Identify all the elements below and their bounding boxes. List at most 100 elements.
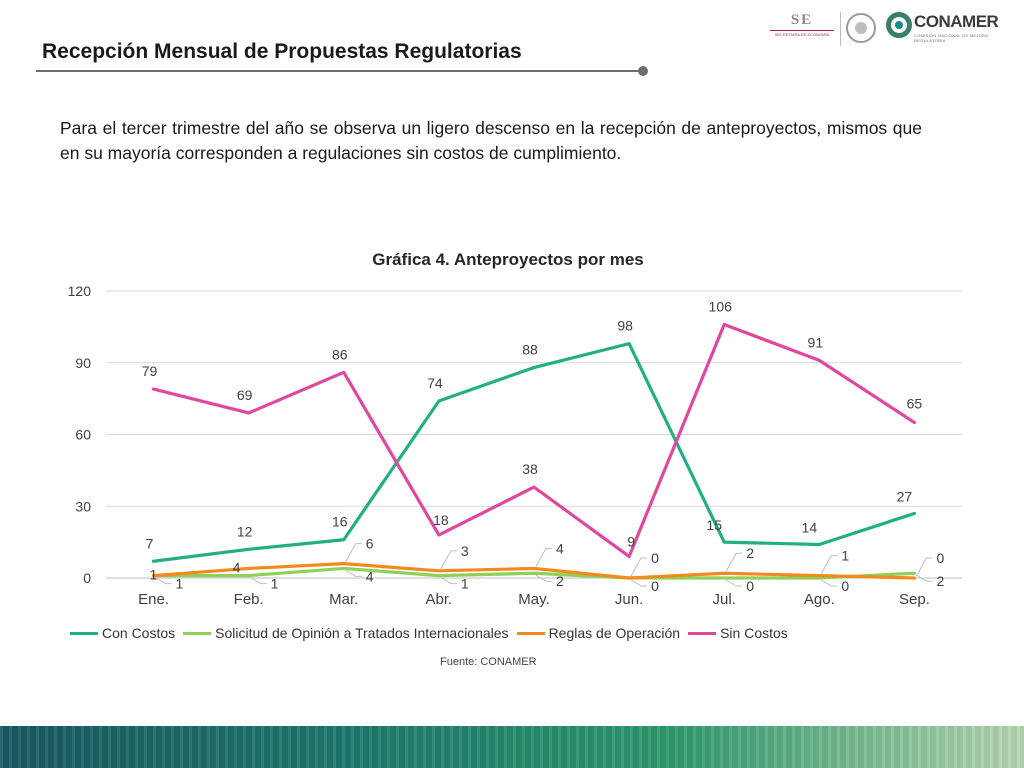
data-label: 2	[936, 573, 944, 589]
x-tick-label: Ene.	[138, 591, 169, 608]
leader-line	[725, 579, 743, 587]
data-label: 88	[522, 342, 538, 358]
chart-source: Fuente: CONAMER	[440, 656, 537, 668]
page-title: Recepción Mensual de Propuestas Regulato…	[42, 40, 522, 63]
data-label: 0	[651, 578, 659, 594]
data-label: 1	[150, 567, 158, 583]
data-label: 1	[841, 548, 849, 564]
conamer-logo-icon	[886, 12, 912, 38]
data-label: 1	[271, 576, 279, 592]
data-label: 98	[617, 318, 633, 334]
leader-line	[440, 577, 457, 585]
conamer-logo-text: CONAMER	[914, 12, 999, 31]
x-tick-label: Sep.	[899, 591, 930, 608]
data-label: 0	[746, 578, 754, 594]
data-label: 4	[556, 540, 564, 556]
data-label: 106	[709, 298, 733, 314]
chart-legend: Con Costos Solicitud de Opinión a Tratado…	[70, 624, 796, 642]
data-label: 4	[366, 568, 374, 584]
title-underline	[36, 70, 642, 72]
leader-line	[345, 570, 362, 577]
legend-swatch	[516, 631, 545, 635]
data-label: 0	[651, 550, 659, 566]
data-label: 16	[332, 514, 348, 530]
data-label: 18	[433, 512, 449, 528]
title-underline-dot	[638, 66, 648, 76]
data-label: 1	[461, 576, 469, 592]
data-label: 74	[427, 375, 443, 391]
series-line-3	[151, 322, 917, 559]
data-label: 3	[461, 543, 469, 559]
data-label: 91	[808, 334, 824, 350]
legend-label: Solicitud de Opinión a Tratados Internac…	[215, 625, 509, 641]
data-label: 1	[176, 576, 184, 592]
leader-line	[821, 579, 838, 587]
summary-paragraph: Para el tercer trimestre del año se obse…	[60, 118, 922, 163]
data-label: 27	[897, 488, 913, 504]
series-line-2	[151, 562, 917, 580]
x-tick-label: Mar.	[329, 591, 358, 608]
data-label: 69	[237, 387, 253, 403]
data-label: 86	[332, 346, 348, 362]
se-logo-text: SE	[790, 12, 814, 28]
series-line-0	[151, 342, 917, 563]
data-label: 9	[627, 533, 635, 549]
legend-item: Con Costos	[70, 625, 175, 641]
data-label: 0	[936, 550, 944, 566]
legend-label: Reglas de Operación	[548, 625, 681, 641]
leader-line	[916, 574, 933, 582]
leader-line	[630, 557, 648, 577]
legend-swatch	[688, 631, 717, 635]
header-logos: SE SECRETARÍA DE ECONOMÍA CONAMER COMISI…	[770, 10, 1010, 50]
y-tick-label: 0	[83, 570, 91, 586]
leader-line	[440, 550, 457, 570]
leader-line	[630, 579, 648, 587]
series-line-1	[151, 566, 917, 580]
legend-item: Sin Costos	[688, 625, 788, 641]
data-label: 7	[146, 535, 154, 551]
x-tick-label: Feb.	[234, 591, 264, 608]
leader-line	[725, 552, 743, 572]
footer-band	[0, 726, 1024, 768]
data-label: 0	[841, 578, 849, 594]
legend-swatch	[183, 631, 212, 635]
y-tick-label: 90	[75, 355, 91, 371]
legend-item: Solicitud de Opinión a Tratados Internac…	[183, 625, 509, 641]
data-label: 6	[366, 536, 374, 552]
logo-divider	[840, 12, 841, 46]
x-tick-label: May.	[518, 591, 549, 608]
data-label: 12	[237, 523, 253, 539]
y-tick-label: 30	[75, 498, 91, 514]
data-label: 15	[706, 517, 722, 533]
x-tick-label: Jun.	[615, 591, 643, 608]
footer-band-texture	[0, 726, 1024, 768]
data-label: 2	[746, 545, 754, 561]
leader-line	[345, 543, 362, 562]
legend-label: Con Costos	[102, 625, 176, 641]
y-tick-label: 120	[68, 283, 92, 299]
data-label: 14	[802, 520, 818, 536]
x-tick-label: Jul.	[713, 591, 736, 608]
data-label: 79	[142, 363, 158, 379]
legend-label: Sin Costos	[720, 625, 788, 641]
data-label: 2	[556, 573, 564, 589]
data-label: 65	[907, 396, 923, 412]
legend-item: Reglas de Operación	[516, 625, 681, 641]
conamer-logo-subtext: COMISIÓN NACIONAL DE MEJORA REGULATORIA	[914, 33, 988, 43]
data-label: 38	[522, 461, 538, 477]
leader-line	[820, 555, 838, 574]
x-tick-label: Ago.	[804, 591, 835, 608]
leader-line	[155, 577, 172, 585]
se-logo-subtext: SECRETARÍA DE ECONOMÍA	[770, 30, 834, 37]
legend-swatch	[70, 631, 98, 635]
national-seal-icon	[846, 13, 876, 43]
se-logo: SE SECRETARÍA DE ECONOMÍA	[770, 12, 834, 37]
x-tick-label: Abr.	[426, 591, 453, 608]
leader-line	[916, 557, 933, 577]
data-label: 4	[233, 559, 241, 575]
chart-title: Gráfica 4. Anteproyectos por mes	[372, 250, 644, 269]
leader-line	[535, 574, 552, 582]
leader-line	[535, 547, 552, 567]
leader-line	[250, 577, 267, 585]
